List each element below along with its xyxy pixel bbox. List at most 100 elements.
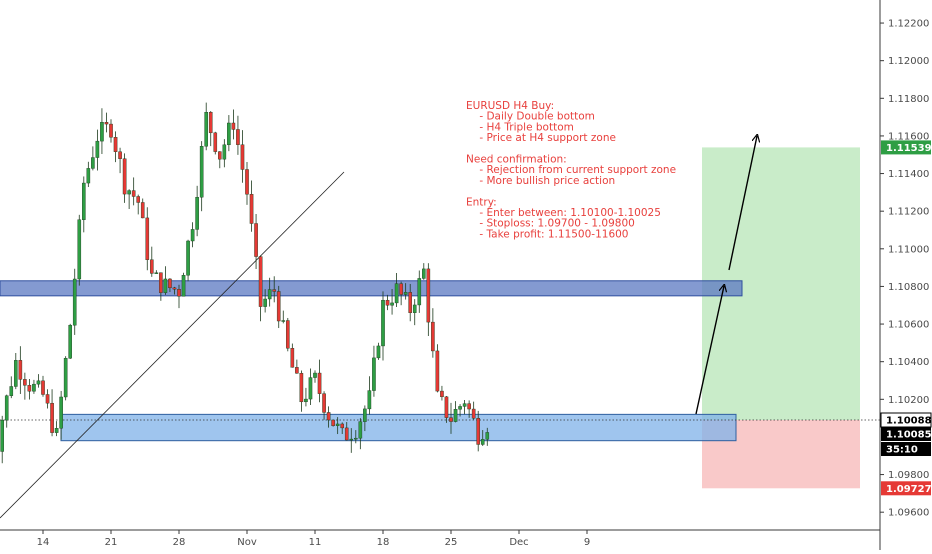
annotation-line: - H4 Triple bottom <box>466 121 574 133</box>
candle-body <box>159 272 163 293</box>
candle <box>326 406 331 428</box>
candle <box>186 239 190 282</box>
candle-body <box>23 379 27 386</box>
candle-body <box>290 348 295 368</box>
current-price-tag-2: 1.10085 <box>881 427 932 442</box>
candle <box>100 108 104 155</box>
candle <box>381 291 385 361</box>
resistance-zone[interactable] <box>0 280 743 297</box>
candle-body <box>186 240 190 276</box>
candle-body <box>91 157 95 169</box>
candle <box>163 266 168 295</box>
candle <box>449 402 453 434</box>
candle-body <box>59 396 63 429</box>
candle-body <box>286 320 290 349</box>
annotation-line: Need confirmation: <box>466 154 567 166</box>
candle-body <box>249 194 254 224</box>
annotation-line: - More bullish price action <box>466 175 615 187</box>
candle-body <box>449 417 453 422</box>
candle <box>394 272 399 308</box>
candle <box>127 189 131 209</box>
candle <box>222 139 227 168</box>
candle-body <box>435 350 440 392</box>
candle <box>0 415 5 464</box>
candle-body <box>9 386 14 396</box>
candle <box>18 346 23 394</box>
candle <box>131 177 136 206</box>
candle <box>154 270 159 274</box>
candle-body <box>50 402 54 433</box>
candle <box>376 342 381 360</box>
candle <box>267 277 272 307</box>
candle <box>290 343 295 368</box>
candle-body <box>317 372 322 394</box>
candle <box>417 270 422 313</box>
candle-body <box>313 372 317 378</box>
candle-body <box>462 403 467 407</box>
candle <box>254 213 258 270</box>
stop-loss-price-tag-bg <box>881 481 931 496</box>
trendline[interactable] <box>0 171 345 519</box>
target-price-tag-bg <box>881 140 931 155</box>
candle-body <box>245 169 249 195</box>
candle-body <box>453 409 458 422</box>
bar-countdown-tag: 35:10 <box>881 442 931 457</box>
candle-body <box>304 398 308 403</box>
annotation-line: - Take profit: 1.11500-11600 <box>466 228 628 240</box>
candle-body <box>476 418 481 445</box>
target-price-tag-text: 1.11539 <box>886 143 932 154</box>
candle-body <box>104 122 109 125</box>
candle <box>9 376 14 399</box>
candle-body <box>18 360 23 380</box>
annotation-line: EURUSD H4 Buy: <box>466 100 554 112</box>
date-tick-label: 11 <box>309 537 322 548</box>
candle-body <box>458 406 462 410</box>
candle <box>485 427 490 446</box>
candle <box>335 417 340 435</box>
candle-body <box>254 223 258 257</box>
support-zone[interactable] <box>60 413 737 442</box>
candle <box>399 281 403 306</box>
candle <box>258 255 263 322</box>
annotation-line: - Rejection from current support zone <box>466 164 676 176</box>
candle-body <box>295 367 299 374</box>
candle-body <box>431 321 435 352</box>
candle-body <box>467 403 471 410</box>
candle <box>23 372 27 400</box>
candle <box>86 161 91 188</box>
annotation-line: - Daily Double bottom <box>466 111 595 123</box>
candle-body <box>335 423 340 426</box>
current-price-tag-2-bg <box>881 427 931 442</box>
candle-body <box>77 219 82 280</box>
candle-body <box>27 385 32 392</box>
candle-body <box>163 278 168 293</box>
date-tick-label: 21 <box>105 537 118 548</box>
candle <box>412 299 417 326</box>
price-tick-label: 1.11000 <box>888 244 929 255</box>
price-tick-label: 1.11400 <box>888 169 929 180</box>
target-price-tag: 1.11539 <box>881 140 932 155</box>
candle-body <box>0 419 5 452</box>
candle <box>63 356 68 401</box>
candle <box>140 198 145 219</box>
candle <box>204 102 209 151</box>
candle <box>304 387 308 407</box>
candle-body <box>299 373 304 403</box>
candle-body <box>36 380 41 385</box>
candle-body <box>32 383 36 392</box>
candle <box>344 422 349 441</box>
candle <box>367 376 372 415</box>
candle-body <box>267 289 272 300</box>
candle <box>104 112 109 133</box>
candle <box>72 268 77 335</box>
candle-body <box>131 190 136 197</box>
candle <box>349 428 354 453</box>
stop-loss-price-tag: 1.09727 <box>881 481 932 496</box>
candle <box>68 323 72 359</box>
forecast-arrows-layer <box>695 136 757 415</box>
candle-body <box>385 299 390 306</box>
candle <box>263 289 267 313</box>
